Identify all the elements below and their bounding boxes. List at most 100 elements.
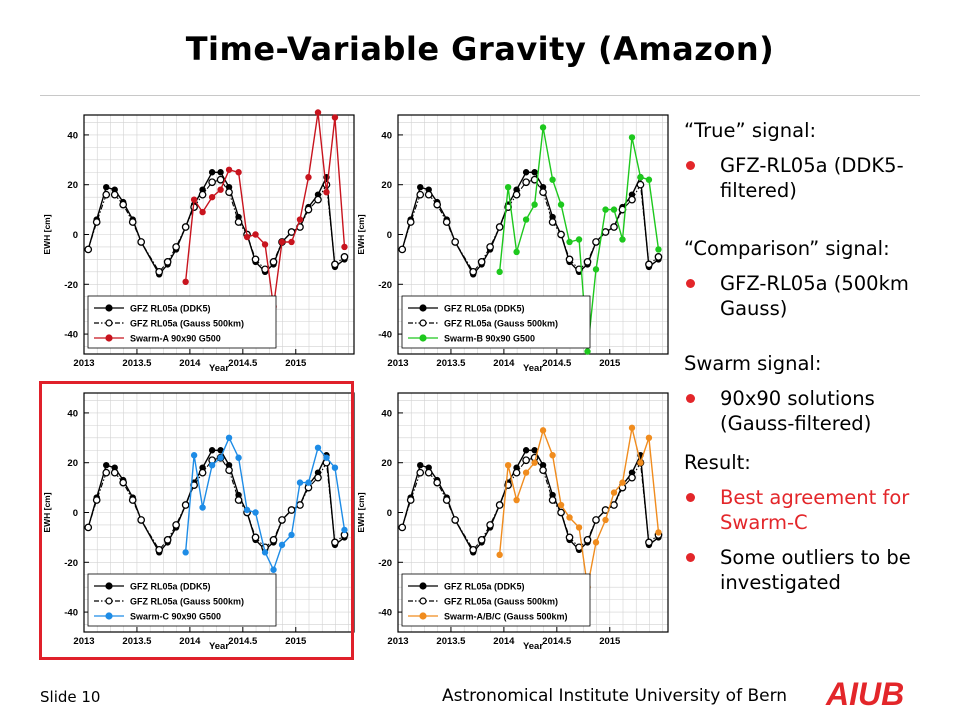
data-point	[628, 195, 636, 204]
data-point	[416, 468, 425, 477]
data-point	[331, 114, 339, 121]
data-point	[654, 253, 663, 261]
y-tick-label: -40	[378, 608, 392, 619]
data-point	[416, 190, 425, 199]
data-point	[252, 509, 259, 516]
data-point	[199, 208, 206, 216]
y-tick-label: -40	[64, 330, 78, 341]
data-point	[610, 489, 618, 496]
data-point	[512, 468, 521, 477]
data-point	[128, 218, 137, 226]
data-point	[84, 523, 93, 532]
x-tick-label: 2014	[493, 358, 515, 369]
legend-box	[401, 295, 591, 349]
data-point	[288, 238, 295, 246]
data-point	[513, 496, 520, 504]
data-point	[243, 506, 251, 514]
data-point	[225, 434, 233, 442]
data-point	[84, 245, 93, 254]
data-point	[557, 508, 565, 517]
data-point	[304, 205, 313, 214]
legend-swatch-marker	[419, 334, 427, 342]
x-tick-label: 2015	[285, 358, 307, 369]
x-tick-label: 2015	[599, 636, 621, 647]
result-item-best: Best agreement for Swarm-C	[684, 485, 944, 535]
data-point	[602, 516, 609, 524]
legend-label: GFZ RL05a (DDK5)	[444, 582, 525, 592]
data-point	[477, 536, 486, 544]
data-point	[269, 536, 278, 544]
data-point	[417, 461, 424, 469]
data-point	[102, 468, 111, 477]
data-point	[636, 180, 645, 189]
x-axis-label: Year	[523, 363, 543, 374]
legend-box	[87, 295, 277, 349]
x-tick-label: 2015	[599, 358, 621, 369]
swarm-signal-item: 90x90 solutions (Gauss-filtered)	[684, 386, 944, 436]
data-point	[225, 466, 233, 475]
data-point	[252, 231, 259, 238]
data-point	[433, 200, 442, 209]
x-tick-label: 2014.5	[228, 358, 258, 369]
data-point	[522, 469, 530, 476]
data-point	[110, 468, 119, 477]
data-point	[566, 238, 573, 246]
data-point	[208, 193, 216, 201]
legend-swatch-marker	[105, 612, 113, 620]
data-point	[539, 466, 547, 475]
data-point	[486, 243, 494, 251]
x-tick-label: 2014	[179, 636, 201, 647]
institute-name: Astronomical Institute University of Ber…	[442, 686, 788, 706]
legend-label: GFZ RL05a (Gauss 500km)	[444, 597, 558, 607]
data-point	[531, 201, 538, 208]
data-point	[451, 238, 460, 246]
chart-swarm-abc: -40 -20 0 20 40 2013 2013.5 2014 2014.5 2015 Year E…	[356, 392, 669, 652]
data-point	[234, 496, 243, 504]
y-tick-label: -20	[64, 558, 78, 569]
x-tick-label: 2013	[387, 636, 408, 647]
data-point	[628, 134, 636, 141]
y-tick-label: 0	[387, 230, 392, 241]
data-point	[128, 496, 137, 504]
y-tick-label: 20	[381, 458, 392, 469]
data-point	[208, 447, 216, 454]
x-tick-label: 2013	[387, 358, 408, 369]
data-point	[628, 424, 636, 432]
data-point	[566, 514, 573, 521]
data-point	[548, 496, 557, 504]
aiub-logo: AIUB	[825, 677, 904, 711]
data-point	[190, 452, 198, 459]
data-point	[251, 255, 260, 264]
data-point	[341, 526, 348, 534]
data-point	[655, 246, 662, 253]
y-axis-label: EWH [cm]	[42, 214, 52, 254]
data-point	[305, 174, 312, 181]
legend-label: GFZ RL05a (DDK5)	[130, 304, 211, 314]
data-point	[269, 258, 278, 266]
bullet-dot	[686, 279, 695, 288]
series-line-1	[401, 457, 659, 551]
series-line-1	[87, 179, 345, 273]
data-point	[398, 245, 407, 254]
data-point	[451, 516, 460, 524]
data-point	[155, 545, 164, 554]
data-point	[602, 206, 609, 213]
data-point	[190, 196, 198, 203]
legend-swatch-marker	[419, 612, 427, 620]
data-point	[296, 216, 304, 223]
y-tick-label: 40	[381, 408, 392, 419]
x-axis-label: Year	[209, 641, 229, 652]
data-point	[406, 218, 415, 226]
data-point	[504, 461, 512, 469]
comparison-signal-heading: “Comparison” signal:	[684, 237, 890, 260]
y-tick-label: 20	[381, 180, 392, 191]
data-point	[592, 266, 600, 273]
legend-label: Swarm-B 90x90 G500	[444, 334, 535, 344]
data-point	[235, 454, 242, 461]
result-best-text: Best agreement for Swarm-C	[720, 486, 910, 534]
data-point	[181, 223, 190, 231]
data-point	[469, 267, 478, 276]
data-point	[522, 178, 530, 187]
data-point	[216, 175, 225, 184]
y-tick-label: 40	[67, 130, 78, 141]
